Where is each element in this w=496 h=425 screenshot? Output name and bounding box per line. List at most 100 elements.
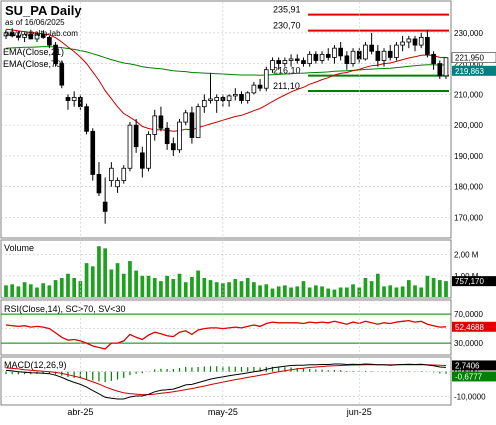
volume-bar xyxy=(400,286,405,297)
volume-bar xyxy=(196,270,200,297)
candle xyxy=(96,162,102,196)
price-tick-label: 220,000 xyxy=(454,60,483,69)
candle-body-up xyxy=(400,41,405,46)
candle-body-up xyxy=(121,167,127,181)
candle-body-up xyxy=(381,50,387,61)
volume-bar xyxy=(90,266,95,297)
candle xyxy=(363,42,368,61)
volume-bar xyxy=(78,281,83,297)
volume-bar xyxy=(382,286,386,297)
candle-body-down xyxy=(325,53,331,58)
candle xyxy=(443,57,449,79)
volume-bar xyxy=(134,270,138,297)
chart-title: SU_PA Daily xyxy=(5,3,82,18)
candle xyxy=(412,35,418,52)
price-tick-label: 200,000 xyxy=(454,121,483,130)
candle-body-down xyxy=(425,37,430,55)
candle-body-up xyxy=(152,115,158,135)
candle xyxy=(288,54,294,67)
candle-body-down xyxy=(239,93,244,101)
macd-line xyxy=(5,363,447,400)
candle-body-down xyxy=(40,33,46,38)
candle-body-down xyxy=(90,130,96,175)
volume-bar xyxy=(183,282,188,297)
candle xyxy=(127,122,133,172)
volume-bar xyxy=(177,273,182,297)
volume-bar xyxy=(28,284,33,297)
volume-bar xyxy=(388,285,393,297)
volume-bar xyxy=(289,287,293,297)
volume-bar xyxy=(47,285,52,297)
candle xyxy=(109,162,114,187)
candle-body-down xyxy=(313,53,319,61)
candle-body-down xyxy=(344,55,350,64)
volume-bar xyxy=(152,277,157,297)
candle xyxy=(257,78,263,92)
candle xyxy=(84,103,89,135)
volume-bar xyxy=(128,261,132,297)
candle-body-down xyxy=(16,35,21,38)
volume-bar xyxy=(66,273,70,297)
candle xyxy=(164,122,170,150)
candle-body-up xyxy=(363,44,368,60)
candle-body-down xyxy=(65,97,71,101)
site-watermark: www.wealth-lab.com xyxy=(4,29,78,38)
as-of-date: as of 16/06/2025 xyxy=(5,18,65,27)
candle-body-down xyxy=(59,63,65,86)
volume-bar xyxy=(314,285,318,297)
volume-bar xyxy=(72,277,77,297)
candle xyxy=(53,42,58,67)
candle-body-up xyxy=(183,112,189,123)
candle xyxy=(251,82,257,95)
volume-bar xyxy=(320,286,324,297)
candle-body-down xyxy=(164,127,170,145)
candle xyxy=(208,72,213,104)
volume-bar xyxy=(332,289,337,297)
price-last-labels: 221,950 219,863 xyxy=(451,52,496,76)
ema21-legend: EMA(Close,21) xyxy=(3,47,64,57)
candle-body-down xyxy=(375,50,381,61)
macd-signal-label: -0,6777 xyxy=(455,372,483,381)
volume-bar xyxy=(344,287,349,297)
volume-bar xyxy=(295,286,300,297)
candle xyxy=(152,109,158,141)
candle xyxy=(338,42,343,61)
macd-signal-box xyxy=(452,371,496,382)
volume-bar xyxy=(276,286,281,297)
x-tick-label: abr-25 xyxy=(67,407,93,417)
price-pane-border xyxy=(0,0,452,239)
level-label: 211,10 xyxy=(273,81,300,91)
candle-body-down xyxy=(140,152,145,169)
volume-bar xyxy=(338,287,343,297)
candle xyxy=(325,48,331,61)
volume-bar xyxy=(4,285,8,297)
level-label: 216,10 xyxy=(273,66,301,76)
candle-body-up xyxy=(394,44,399,58)
candle xyxy=(133,119,139,153)
candle xyxy=(406,35,412,49)
volume-bar xyxy=(214,282,219,297)
candle xyxy=(400,35,405,52)
candle xyxy=(177,119,182,153)
candle xyxy=(387,45,393,61)
candle-body-up xyxy=(288,58,294,61)
support-resistance-levels: 235,91 230,70 216,10 211,10 xyxy=(273,5,449,92)
macd-last-box xyxy=(452,360,496,371)
volume-grid xyxy=(1,254,451,277)
rsi-pane-border xyxy=(0,299,452,356)
candle xyxy=(350,48,356,67)
volume-bar xyxy=(16,286,21,297)
volume-bar xyxy=(351,284,355,297)
candle xyxy=(115,177,120,193)
volume-bar xyxy=(444,281,448,297)
candle-body-up xyxy=(115,180,120,188)
candle-body-down xyxy=(9,32,15,37)
candle-body-up xyxy=(146,133,151,169)
candle xyxy=(71,91,77,107)
volume-bar xyxy=(115,263,120,297)
volume-bar xyxy=(326,288,331,297)
macd-title: MACD(12,26,9) xyxy=(4,360,67,370)
ema21-line xyxy=(5,28,447,132)
